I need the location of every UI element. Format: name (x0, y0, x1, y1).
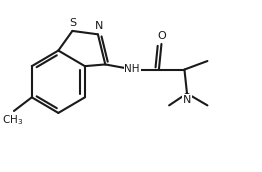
Text: N: N (183, 95, 191, 105)
Text: N: N (95, 21, 103, 31)
Text: O: O (157, 31, 166, 41)
Text: S: S (69, 18, 76, 28)
Text: NH: NH (124, 64, 140, 74)
Text: CH$_3$: CH$_3$ (2, 114, 23, 127)
